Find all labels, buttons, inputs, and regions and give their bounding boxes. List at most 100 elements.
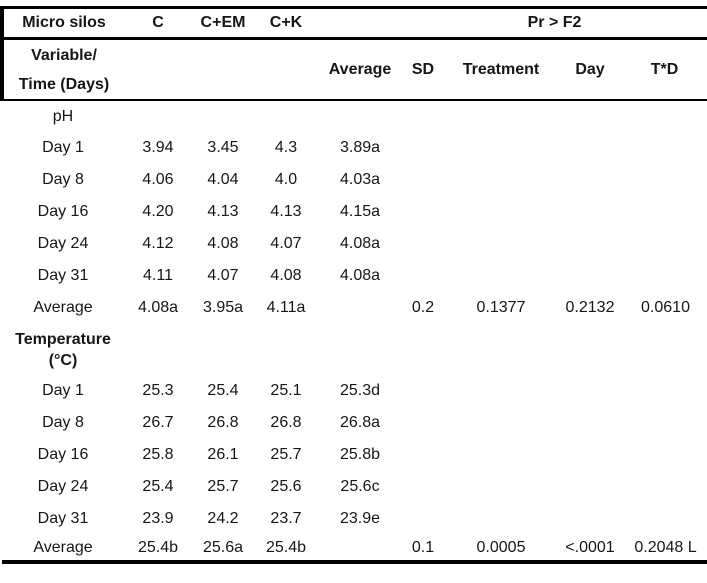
cell-treatment	[444, 260, 558, 292]
cell-day	[558, 439, 622, 471]
cell-c-em: 3.45	[207, 139, 239, 156]
section-row-temperature: Temperature (°C)	[2, 324, 707, 375]
cell-treatment: 0.0005	[444, 535, 558, 564]
col-header-spacer	[318, 6, 402, 40]
col-header-treatment: Treatment	[444, 38, 558, 101]
cell-c-em: 4.13	[207, 203, 239, 220]
cell-c: 4.06	[142, 171, 174, 188]
table-row: Day 1 3.94 3.45 4.3 3.89a	[2, 132, 707, 164]
celsius-label: (°C)	[48, 351, 78, 369]
cell-t-d	[622, 503, 707, 535]
header-row-1: Micro silos C C+EM C+K Pr > F2	[0, 6, 707, 40]
table-row: Day 24 25.4 25.7 25.6 25.6c	[2, 471, 707, 503]
cell-t-d	[622, 228, 707, 260]
cell-c-em: 26.8	[207, 414, 239, 431]
cell-treatment	[444, 375, 558, 407]
section-label: pH	[52, 107, 74, 125]
cell-treatment	[444, 164, 558, 196]
cell-sd	[402, 260, 444, 292]
cell-day	[558, 407, 622, 439]
variable-label: Variable/	[31, 46, 97, 64]
cell-average: 25.6c	[340, 478, 380, 495]
cell-day	[558, 503, 622, 535]
row-label: Day 16	[37, 203, 89, 220]
row-label: Day 1	[42, 139, 84, 156]
cell-c: 25.4	[142, 478, 174, 495]
cell-c: 25.4b	[124, 535, 192, 564]
cell-c-k: 4.07	[270, 235, 302, 252]
cell-day	[558, 375, 622, 407]
cell-c: 3.94	[142, 139, 174, 156]
cell-average: 26.8a	[339, 414, 381, 431]
row-label: Average	[33, 299, 93, 316]
cell-t-d	[622, 260, 707, 292]
cell-day	[558, 164, 622, 196]
cell-c-em: 4.04	[207, 171, 239, 188]
cell-day	[558, 132, 622, 164]
cell-day	[558, 471, 622, 503]
cell-treatment	[444, 439, 558, 471]
cell-average: 25.8b	[339, 446, 381, 463]
cell-t-d	[622, 164, 707, 196]
cell-sd	[402, 132, 444, 164]
table-row: Day 16 4.20 4.13 4.13 4.15a	[2, 196, 707, 228]
cell-day: <.0001	[558, 535, 622, 564]
row-label: Day 8	[42, 414, 84, 431]
table-row: Day 31 23.9 24.2 23.7 23.9e	[2, 503, 707, 535]
col-header-day: Day	[558, 38, 622, 101]
row-label: Day 16	[37, 446, 89, 463]
row-label: Day 31	[37, 510, 89, 527]
cell-c: 25.8	[142, 446, 174, 463]
cell-average	[318, 535, 402, 564]
cell-treatment	[444, 196, 558, 228]
cell-sd	[402, 375, 444, 407]
cell-c-k: 25.4b	[254, 535, 318, 564]
cell-c-k: 23.7	[270, 510, 302, 527]
empty-cells	[124, 324, 707, 375]
row-label: Day 24	[37, 478, 89, 495]
cell-c-em: 4.07	[207, 267, 239, 284]
col-header-t-d: T*D	[622, 38, 707, 101]
col-header-average: Average	[318, 38, 402, 101]
cell-day	[558, 196, 622, 228]
cell-day	[558, 228, 622, 260]
cell-treatment	[444, 471, 558, 503]
cell-sd: 0.1	[402, 535, 444, 564]
average-row-ph: Average 4.08a 3.95a 4.11a 0.2 0.1377 0.2…	[2, 292, 707, 324]
cell-sd	[402, 439, 444, 471]
table-row: Day 31 4.11 4.07 4.08 4.08a	[2, 260, 707, 292]
col-header-c-em: C+EM	[192, 6, 254, 40]
cell-c-em: 3.95a	[202, 299, 244, 316]
col-header-micro-silos: Micro silos	[0, 6, 124, 40]
cell-treatment: 0.1377	[476, 299, 526, 316]
cell-sd: 0.2	[411, 299, 435, 316]
table-row: Day 24 4.12 4.08 4.07 4.08a	[2, 228, 707, 260]
cell-c-k: 4.08	[270, 267, 302, 284]
cell-treatment	[444, 132, 558, 164]
header-spacer	[124, 38, 318, 101]
cell-c-em: 25.4	[207, 382, 239, 399]
col-header-sd: SD	[402, 38, 444, 101]
empty-cells	[124, 100, 707, 132]
row-label: Day 1	[42, 382, 84, 399]
table-row: Day 8 26.7 26.8 26.8 26.8a	[2, 407, 707, 439]
table-row: Day 16 25.8 26.1 25.7 25.8b	[2, 439, 707, 471]
col-header-c-k: C+K	[254, 6, 318, 40]
cell-c-em: 24.2	[207, 510, 239, 527]
section-label: Temperature (°C)	[2, 324, 124, 375]
row-label: Day 24	[37, 235, 89, 252]
cell-average: 4.15a	[339, 203, 381, 220]
col-header-c: C	[124, 6, 192, 40]
table-row: Day 1 25.3 25.4 25.1 25.3d	[2, 375, 707, 407]
cell-average: 4.03a	[339, 171, 381, 188]
cell-c: 25.3	[142, 382, 174, 399]
cell-day: 0.2132	[565, 299, 615, 316]
cell-t-d: 0.0610	[641, 299, 690, 316]
cell-c-k: 25.1	[270, 382, 302, 399]
average-row-temperature: Average 25.4b 25.6a 25.4b 0.1 0.0005 <.0…	[2, 535, 707, 564]
cell-c: 4.20	[142, 203, 174, 220]
cell-treatment	[444, 228, 558, 260]
cell-c-k: 25.7	[270, 446, 302, 463]
cell-sd	[402, 503, 444, 535]
row-label: Average	[2, 535, 124, 564]
